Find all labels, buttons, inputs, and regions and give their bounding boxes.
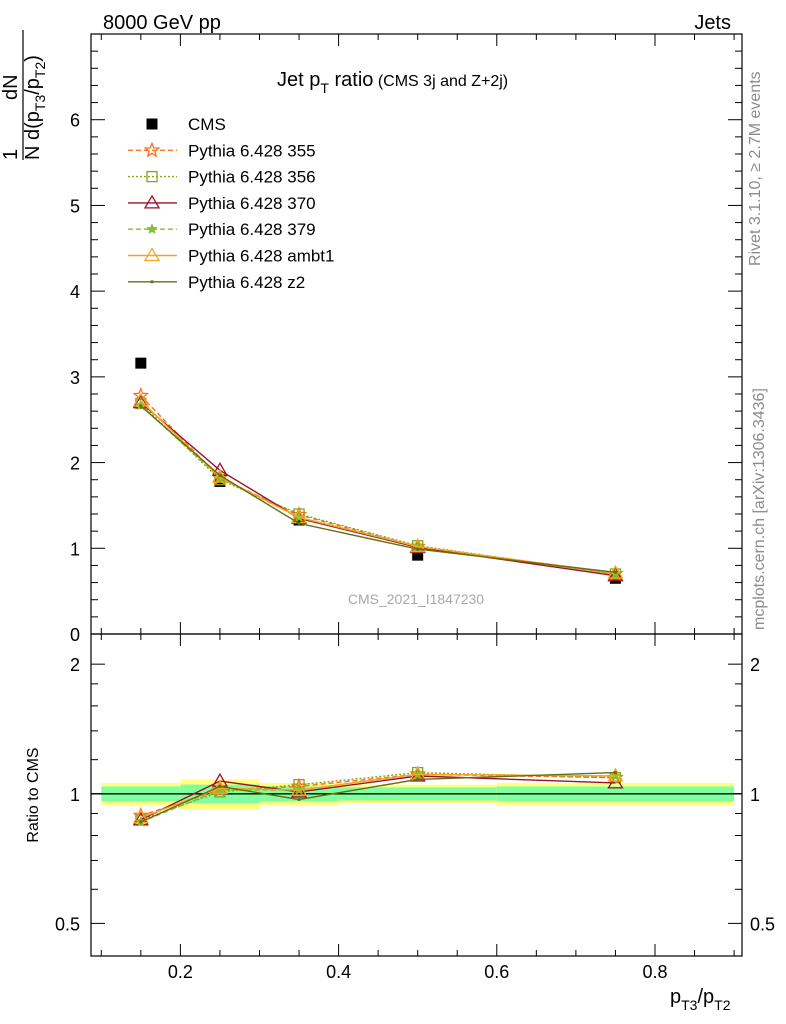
main-point-z2 xyxy=(218,473,222,478)
main-series-p370 xyxy=(132,394,624,582)
main-point-z2 xyxy=(297,521,301,526)
main-line-p379 xyxy=(140,404,616,575)
x-tick-label: 0.2 xyxy=(168,962,193,982)
main-series-p356 xyxy=(135,397,622,580)
main-series-group xyxy=(132,357,624,584)
ratio-y-tick-label-right: 0.5 xyxy=(750,914,775,934)
main-series-p355 xyxy=(132,386,624,582)
main-y-tick-label: 5 xyxy=(70,196,80,216)
main-point-z2 xyxy=(139,404,143,408)
legend-entry-z2: Pythia 6.428 z2 xyxy=(128,273,305,292)
main-point-p370 xyxy=(607,567,624,582)
ratio-y-tick-label-right: 1 xyxy=(750,785,760,805)
legend-entry-p356: Pythia 6.428 356 xyxy=(128,168,316,187)
legend-entry-ambt1: Pythia 6.428 ambt1 xyxy=(128,247,334,266)
main-line-p355 xyxy=(140,395,616,575)
main-y-tick-label: 6 xyxy=(70,111,80,131)
main-y-tick-label: 4 xyxy=(70,282,80,302)
ylabel-dpt: d(pT3/pT2) xyxy=(22,55,48,140)
ratio-point-ambt1 xyxy=(607,767,624,782)
main-series-z2 xyxy=(139,404,618,574)
legend-marker-p356 xyxy=(146,170,158,183)
legend-marker-p370 xyxy=(143,194,161,209)
main-series-ambt1 xyxy=(132,392,624,579)
ylabel-dn: dN xyxy=(0,74,22,100)
ratio-y-axis-label: Ratio to CMS xyxy=(25,747,42,842)
main-y-tick-label: 2 xyxy=(70,454,80,474)
legend-entry-p355: Pythia 6.428 355 xyxy=(128,141,316,160)
ratio-series-group xyxy=(132,765,624,827)
ratio-point-p370 xyxy=(607,774,624,789)
ratio-point-z2 xyxy=(416,777,420,781)
main-y-tick-label: 3 xyxy=(70,368,80,388)
chart-title: Jet pT ratio (CMS 3j and Z+2j) xyxy=(277,69,508,96)
tick-labels: 0.2 0.4 0.6 0.8 0 1 2 3 4 5 6 0.5 0.5 1 1 2 2 xyxy=(55,111,775,982)
ratio-y-tick-label-left: 0.5 xyxy=(55,914,80,934)
main-point-cms xyxy=(412,549,424,561)
ratio-point-ambt1 xyxy=(290,781,308,796)
main-line-p356 xyxy=(140,402,616,575)
main-line-ambt1 xyxy=(140,400,616,574)
main-point-cms xyxy=(135,357,147,369)
legend-label-p370: Pythia 6.428 370 xyxy=(188,194,316,213)
ylabel-denominator-n: N xyxy=(22,146,44,160)
legend-entry-p379: Pythia 6.428 379 xyxy=(128,220,316,239)
main-point-ambt1 xyxy=(409,538,426,553)
main-point-z2 xyxy=(416,547,420,551)
main-y-tick-label: 1 xyxy=(70,539,80,559)
legend-entry-cms: CMS xyxy=(146,115,226,134)
analysis-watermark: CMS_2021_I1847230 xyxy=(348,591,484,607)
main-point-z2 xyxy=(613,570,618,574)
legend-marker-ambt1 xyxy=(143,247,161,262)
legend-label-z2: Pythia 6.428 z2 xyxy=(188,273,305,292)
legend-marker-p379 xyxy=(146,223,158,235)
x-tick-label: 0.4 xyxy=(326,962,351,982)
main-line-p370 xyxy=(140,402,616,577)
main-series-p379 xyxy=(135,399,622,579)
main-series-cms xyxy=(135,357,621,584)
ratio-point-z2 xyxy=(218,784,222,789)
legend-label-p379: Pythia 6.428 379 xyxy=(188,220,316,239)
header-right: Jets xyxy=(694,12,731,34)
ratio-y-tick-label-left: 1 xyxy=(70,785,80,805)
ratio-point-z2 xyxy=(139,820,143,824)
main-line-z2 xyxy=(140,405,616,573)
main-y-tick-label: 0 xyxy=(70,625,80,645)
legend-marker-cms xyxy=(146,118,158,130)
mcplots-label: mcplots.cern.ch [arXiv:1306.3436] xyxy=(751,388,768,630)
legend-label-p355: Pythia 6.428 355 xyxy=(188,141,316,160)
ylabel-numerator-one: 1 xyxy=(0,149,22,160)
ratio-point-p370 xyxy=(132,811,149,826)
x-axis-label: pT3/pT2 xyxy=(670,986,731,1013)
legend-label-ambt1: Pythia 6.428 ambt1 xyxy=(188,247,334,266)
ratio-y-tick-label-right: 2 xyxy=(750,655,760,675)
main-point-ambt1 xyxy=(211,468,229,483)
ratio-point-z2 xyxy=(297,797,301,802)
legend: CMS Pythia 6.428 355 Pythia 6.428 356 Pythi… xyxy=(128,115,334,292)
rivet-label: Rivet 3.1.10, ≥ 2.7M events xyxy=(747,71,764,266)
ratio-series-z2 xyxy=(139,770,618,824)
legend-marker-z2 xyxy=(150,280,154,284)
legend-entry-p370: Pythia 6.428 370 xyxy=(128,194,316,213)
x-tick-label: 0.6 xyxy=(484,962,509,982)
x-tick-label: 0.8 xyxy=(642,962,667,982)
legend-marker-p355 xyxy=(143,141,161,158)
legend-label-p356: Pythia 6.428 356 xyxy=(188,168,316,187)
ratio-point-z2 xyxy=(613,770,618,775)
ratio-panel-frame xyxy=(90,633,743,957)
ratio-y-tick-label-left: 2 xyxy=(70,655,80,675)
ratio-point-p370 xyxy=(290,783,308,798)
axis-ticks xyxy=(91,33,742,956)
main-y-axis-label: 1 N dN d(pT3/pT2) xyxy=(0,30,48,160)
header-left: 8000 GeV pp xyxy=(103,12,221,34)
legend-label-cms: CMS xyxy=(188,115,226,134)
